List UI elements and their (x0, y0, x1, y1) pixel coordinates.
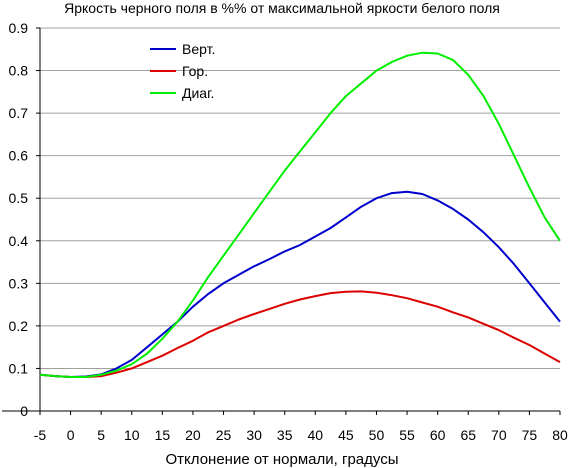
y-tick-label: 0.2 (9, 318, 29, 334)
y-tick-label: 0.3 (9, 275, 29, 291)
x-tick-label: -5 (34, 427, 47, 443)
x-tick-label: 70 (491, 427, 507, 443)
x-tick-label: 75 (522, 427, 538, 443)
x-tick-label: 15 (155, 427, 171, 443)
y-tick-label: 0.8 (9, 63, 29, 79)
x-axis-ticks: -5 0 5 10 15 20 25 30 35 40 45 50 55 60 65 70 75 80 (34, 411, 568, 443)
x-tick-label: 60 (430, 427, 446, 443)
legend-label: Диаг. (182, 85, 214, 101)
y-tick-label: 0.4 (9, 233, 29, 249)
x-tick-label: 25 (216, 427, 232, 443)
x-axis-label: Отклонение от нормали, градусы (166, 451, 399, 468)
x-tick-label: 10 (124, 427, 140, 443)
y-tick-label: 0.9 (9, 20, 29, 36)
x-tick-label: 50 (369, 427, 385, 443)
x-tick-label: 20 (185, 427, 201, 443)
grid (40, 27, 560, 369)
chart-title: Яркость черного поля в %% от максимально… (64, 0, 500, 16)
x-tick-label: 5 (97, 427, 105, 443)
series-line (39, 190, 561, 378)
legend-label: Гор. (182, 63, 208, 79)
legend: Верт. Гор. Диаг. (150, 41, 215, 101)
y-tick-label: 0.1 (9, 360, 29, 376)
x-tick-label: 55 (399, 427, 415, 443)
series-lines (39, 51, 561, 378)
x-tick-label: 45 (338, 427, 354, 443)
x-tick-label: 35 (277, 427, 293, 443)
series-line (39, 51, 561, 378)
y-tick-label: 0 (20, 403, 28, 419)
y-tick-label: 0.7 (9, 105, 29, 121)
x-tick-label: 80 (552, 427, 568, 443)
legend-label: Верт. (182, 41, 215, 57)
axes (2, 28, 560, 414)
y-tick-label: 0.5 (9, 190, 29, 206)
x-tick-label: 40 (308, 427, 324, 443)
x-tick-label: 0 (67, 427, 75, 443)
y-tick-label: 0.6 (9, 148, 29, 164)
series-line (39, 290, 561, 378)
x-tick-label: 65 (460, 427, 476, 443)
y-axis-ticks: 0 0.1 0.2 0.3 0.4 0.5 0.6 0.7 0.8 0.9 (9, 20, 40, 419)
x-tick-label: 30 (246, 427, 262, 443)
